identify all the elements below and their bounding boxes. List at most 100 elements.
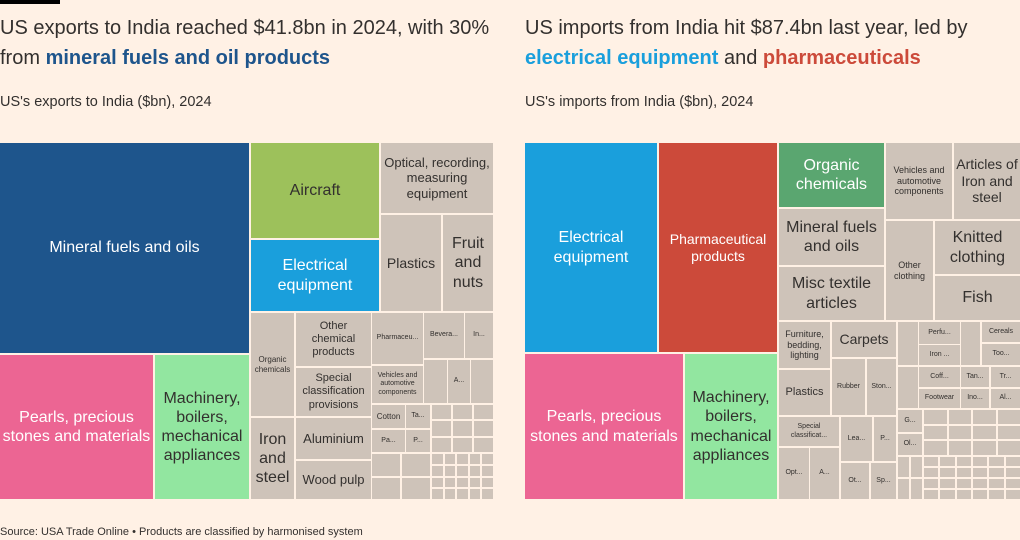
treemap-cell-label: Special classificat... xyxy=(790,423,828,439)
treemap-cell: Misc textile articles xyxy=(779,267,884,320)
treemap-cell-minor xyxy=(444,477,456,488)
treemap-cell-minor xyxy=(924,479,939,488)
treemap-cell-label: Machinery, boilers, mechanical appliance… xyxy=(161,389,243,465)
treemap-cell-minor xyxy=(973,441,996,455)
treemap-cell-minor xyxy=(898,479,909,499)
treemap-cell-label: Opt... xyxy=(785,469,803,477)
treemap-cell-minor xyxy=(474,437,493,452)
treemap-cell-label: Aluminium xyxy=(303,430,364,446)
treemap-cell: Other clothing xyxy=(886,221,933,320)
treemap-cell-label: Plastics xyxy=(785,385,824,398)
treemap-cell: Iron and steel xyxy=(251,418,294,499)
treemap-cell-minor xyxy=(948,425,971,440)
treemap-cell-minor xyxy=(432,437,451,452)
treemap-cell-minor xyxy=(973,468,988,477)
treemap-cell-label: Al... xyxy=(999,394,1012,402)
treemap-cell-minor xyxy=(469,477,481,488)
treemap-cell: Vehicles and automotive components xyxy=(886,143,952,219)
treemap-cell-label: Pearls, precious stones and materials xyxy=(2,408,151,445)
treemap-cell-minor xyxy=(973,490,988,499)
treemap-cell-minor xyxy=(444,465,456,476)
treemap-cell: Carpets xyxy=(832,322,896,357)
right-title-highlight-electrical: electrical equipment xyxy=(525,47,719,69)
treemap-cell-label: G... xyxy=(904,416,916,424)
treemap-cell: Tan... xyxy=(961,367,989,387)
treemap-cell-label: Fish xyxy=(962,289,993,307)
treemap-cell-minor xyxy=(482,477,493,488)
treemap-cell-label: In... xyxy=(473,331,485,339)
treemap-cell-label: Mineral fuels and oils xyxy=(49,239,200,257)
treemap-cell-label: Misc textile articles xyxy=(791,275,872,312)
treemap-cell-label: P... xyxy=(880,434,890,442)
treemap-cell: Fish xyxy=(935,276,1020,320)
treemap-cell-minor xyxy=(924,410,947,424)
treemap-cell: Electrical equipment xyxy=(525,143,657,352)
treemap-cell: A... xyxy=(448,360,470,403)
treemap-cell: Aluminium xyxy=(296,418,371,459)
left-chart-subtitle: US's exports to India ($bn), 2024 xyxy=(0,94,212,110)
treemap-cell: Lea... xyxy=(841,417,872,461)
treemap-cell-minor xyxy=(997,441,1020,455)
treemap-cell-minor xyxy=(432,405,451,420)
treemap-cell-minor xyxy=(956,490,971,499)
treemap-cell-label: Iron ... xyxy=(929,350,950,358)
treemap-cell: Plastics xyxy=(381,215,441,311)
treemap-cell-label: Rubber xyxy=(837,382,860,390)
treemap-cell-label: Bevera... xyxy=(429,331,458,339)
treemap-cell-minor xyxy=(973,457,988,466)
treemap-cell: Mineral fuels and oils xyxy=(779,209,884,265)
source-note: Source: USA Trade Online • Products are … xyxy=(0,526,363,538)
treemap-cell-minor xyxy=(997,410,1020,424)
treemap-cell-label: Iron and steel xyxy=(255,430,290,487)
right-chart-subtitle: US's imports from India ($bn), 2024 xyxy=(525,94,754,110)
treemap-cell-minor xyxy=(469,454,481,464)
treemap-cell-label: Pearls, precious stones and materials xyxy=(530,408,678,445)
treemap-cell-minor xyxy=(432,421,451,436)
treemap-cell-minor xyxy=(940,468,955,477)
right-title-highlight-pharma: pharmaceuticals xyxy=(762,47,921,69)
treemap-cell: Rubber xyxy=(832,359,865,415)
treemap-cell-minor xyxy=(924,441,947,455)
treemap-cell-minor xyxy=(961,322,980,365)
treemap-cell-label: Electrical equipment xyxy=(277,257,353,294)
treemap-cell-minor xyxy=(989,479,1004,488)
treemap-cell: A... xyxy=(810,448,839,499)
treemap-cell-minor xyxy=(453,421,472,436)
treemap-cell-label: Other chemical products xyxy=(311,319,356,359)
treemap-cell-label: Coff... xyxy=(930,372,949,380)
treemap-cell-minor xyxy=(973,425,996,440)
treemap-cell-label: Too... xyxy=(992,350,1010,358)
treemap-cell-label: Wood pulp xyxy=(302,472,365,488)
treemap-cell: Opt... xyxy=(779,448,809,499)
treemap-cell: Special classificat... xyxy=(779,417,839,446)
treemap-cell: Sp... xyxy=(871,463,896,499)
treemap-cell-minor xyxy=(457,454,468,464)
treemap-cell-minor xyxy=(453,437,472,452)
treemap-cell-minor xyxy=(989,490,1004,499)
treemap-cell-label: Machinery, boilers, mechanical appliance… xyxy=(690,389,772,464)
treemap-cell-minor xyxy=(956,457,971,466)
treemap-cell-minor xyxy=(898,457,909,477)
treemap-cell-minor xyxy=(402,454,430,476)
treemap-cell-label: Pharmaceutical products xyxy=(669,230,767,264)
treemap-cell: Machinery, boilers, mechanical appliance… xyxy=(685,354,777,499)
treemap-cell-minor xyxy=(948,410,971,424)
treemap-cell: Mineral fuels and oils xyxy=(0,143,249,353)
right-title-text: US imports from India hit $87.4bn last y… xyxy=(525,17,968,39)
treemap-cell-label: Other clothing xyxy=(893,259,926,281)
treemap-cell-label: Ot... xyxy=(848,476,862,484)
treemap-cell: Wood pulp xyxy=(296,461,371,499)
treemap-cell: Special classification provisions xyxy=(296,368,371,416)
right-title-text-and: and xyxy=(718,47,763,69)
treemap-cell-label: P... xyxy=(413,436,423,444)
treemap-cell: Too... xyxy=(982,344,1020,365)
treemap-cell: P... xyxy=(406,430,430,452)
treemap-cell: Electrical equipment xyxy=(251,240,379,311)
treemap-cell-minor xyxy=(432,465,443,476)
treemap-cell-minor xyxy=(956,479,971,488)
treemap-cell: P... xyxy=(874,417,896,461)
treemap-cell-minor xyxy=(469,465,481,476)
treemap-cell-label: Cereals xyxy=(988,327,1014,335)
treemap-cell-minor xyxy=(997,425,1020,440)
treemap-cell: Other chemical products xyxy=(296,313,371,366)
